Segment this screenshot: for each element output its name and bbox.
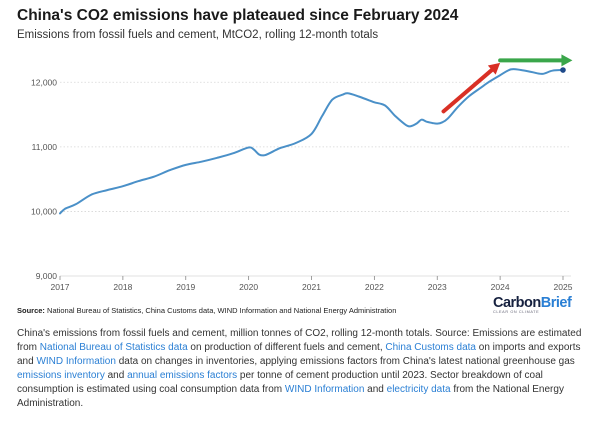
red-trend-arrow xyxy=(441,62,501,114)
carbonbrief-logo: CarbonBrief CLEAR ON CLIMATE xyxy=(493,295,583,321)
emissions-series-line xyxy=(59,68,564,215)
chart-subtitle: Emissions from fossil fuels and cement, … xyxy=(17,29,379,41)
x-tick-label: 2018 xyxy=(113,282,132,292)
x-tick-label: 2021 xyxy=(302,282,321,292)
caption-text-1: China's emissions from fossil fuels and … xyxy=(17,328,582,353)
y-tick-label: 11,000 xyxy=(32,142,58,152)
link-wind-information[interactable]: WIND Information xyxy=(36,356,116,367)
link-electricity-data[interactable]: electricity data xyxy=(386,384,451,395)
caption-text-4: data on changes in inventories, applying… xyxy=(115,356,575,367)
x-tick-label: 2024 xyxy=(491,282,510,292)
link-wind-information-2[interactable]: WIND Information xyxy=(284,384,365,395)
logo-tagline: CLEAR ON CLIMATE xyxy=(493,310,540,314)
logo-wordmark: CarbonBrief xyxy=(493,295,583,311)
green-trend-arrow xyxy=(498,54,573,67)
y-tick-label: 12,000 xyxy=(31,77,57,87)
source-note: Source: National Bureau of Statistics, C… xyxy=(17,306,396,315)
caption-text-7: and xyxy=(364,384,387,395)
latest-value-point xyxy=(560,67,566,73)
y-tick-label: 10,000 xyxy=(31,206,57,216)
x-tick-label: 2019 xyxy=(176,282,195,292)
x-tick-label: 2020 xyxy=(239,282,258,292)
x-tick-label: 2023 xyxy=(428,282,447,292)
link-emissions-factors[interactable]: annual emissions factors xyxy=(127,370,238,381)
source-text: National Bureau of Statistics, China Cus… xyxy=(47,306,397,315)
x-tick-label: 2025 xyxy=(554,282,573,292)
link-nbs-data[interactable]: National Bureau of Statistics data xyxy=(39,342,188,353)
x-tick-label: 2017 xyxy=(51,282,70,292)
link-emissions-inventory[interactable]: emissions inventory xyxy=(17,370,105,381)
y-tick-label: 9,000 xyxy=(36,271,58,281)
caption-text-6: per tonne of cement production until 202… xyxy=(17,370,543,395)
source-label: Source: xyxy=(17,306,45,315)
line-chart: 9,000 10,000 11,000 12,000 2017 2018 2019 2020… xyxy=(31,54,573,292)
caption-text-3: on imports and exports and xyxy=(17,342,581,367)
link-customs-data[interactable]: China Customs data xyxy=(385,342,476,353)
chart-title: China's CO2 emissions have plateaued sin… xyxy=(17,7,459,24)
caption-text-2: on production of different fuels and cem… xyxy=(187,342,386,353)
logo-word-carbon: Carbon xyxy=(493,295,541,311)
logo-word-brief: Brief xyxy=(540,295,572,311)
chart-caption: China's emissions from fossil fuels and … xyxy=(17,327,585,411)
x-tick-label: 2022 xyxy=(365,282,384,292)
caption-text-5: and xyxy=(104,370,128,381)
caption-text-8: from the National Energy Administration. xyxy=(17,384,564,409)
